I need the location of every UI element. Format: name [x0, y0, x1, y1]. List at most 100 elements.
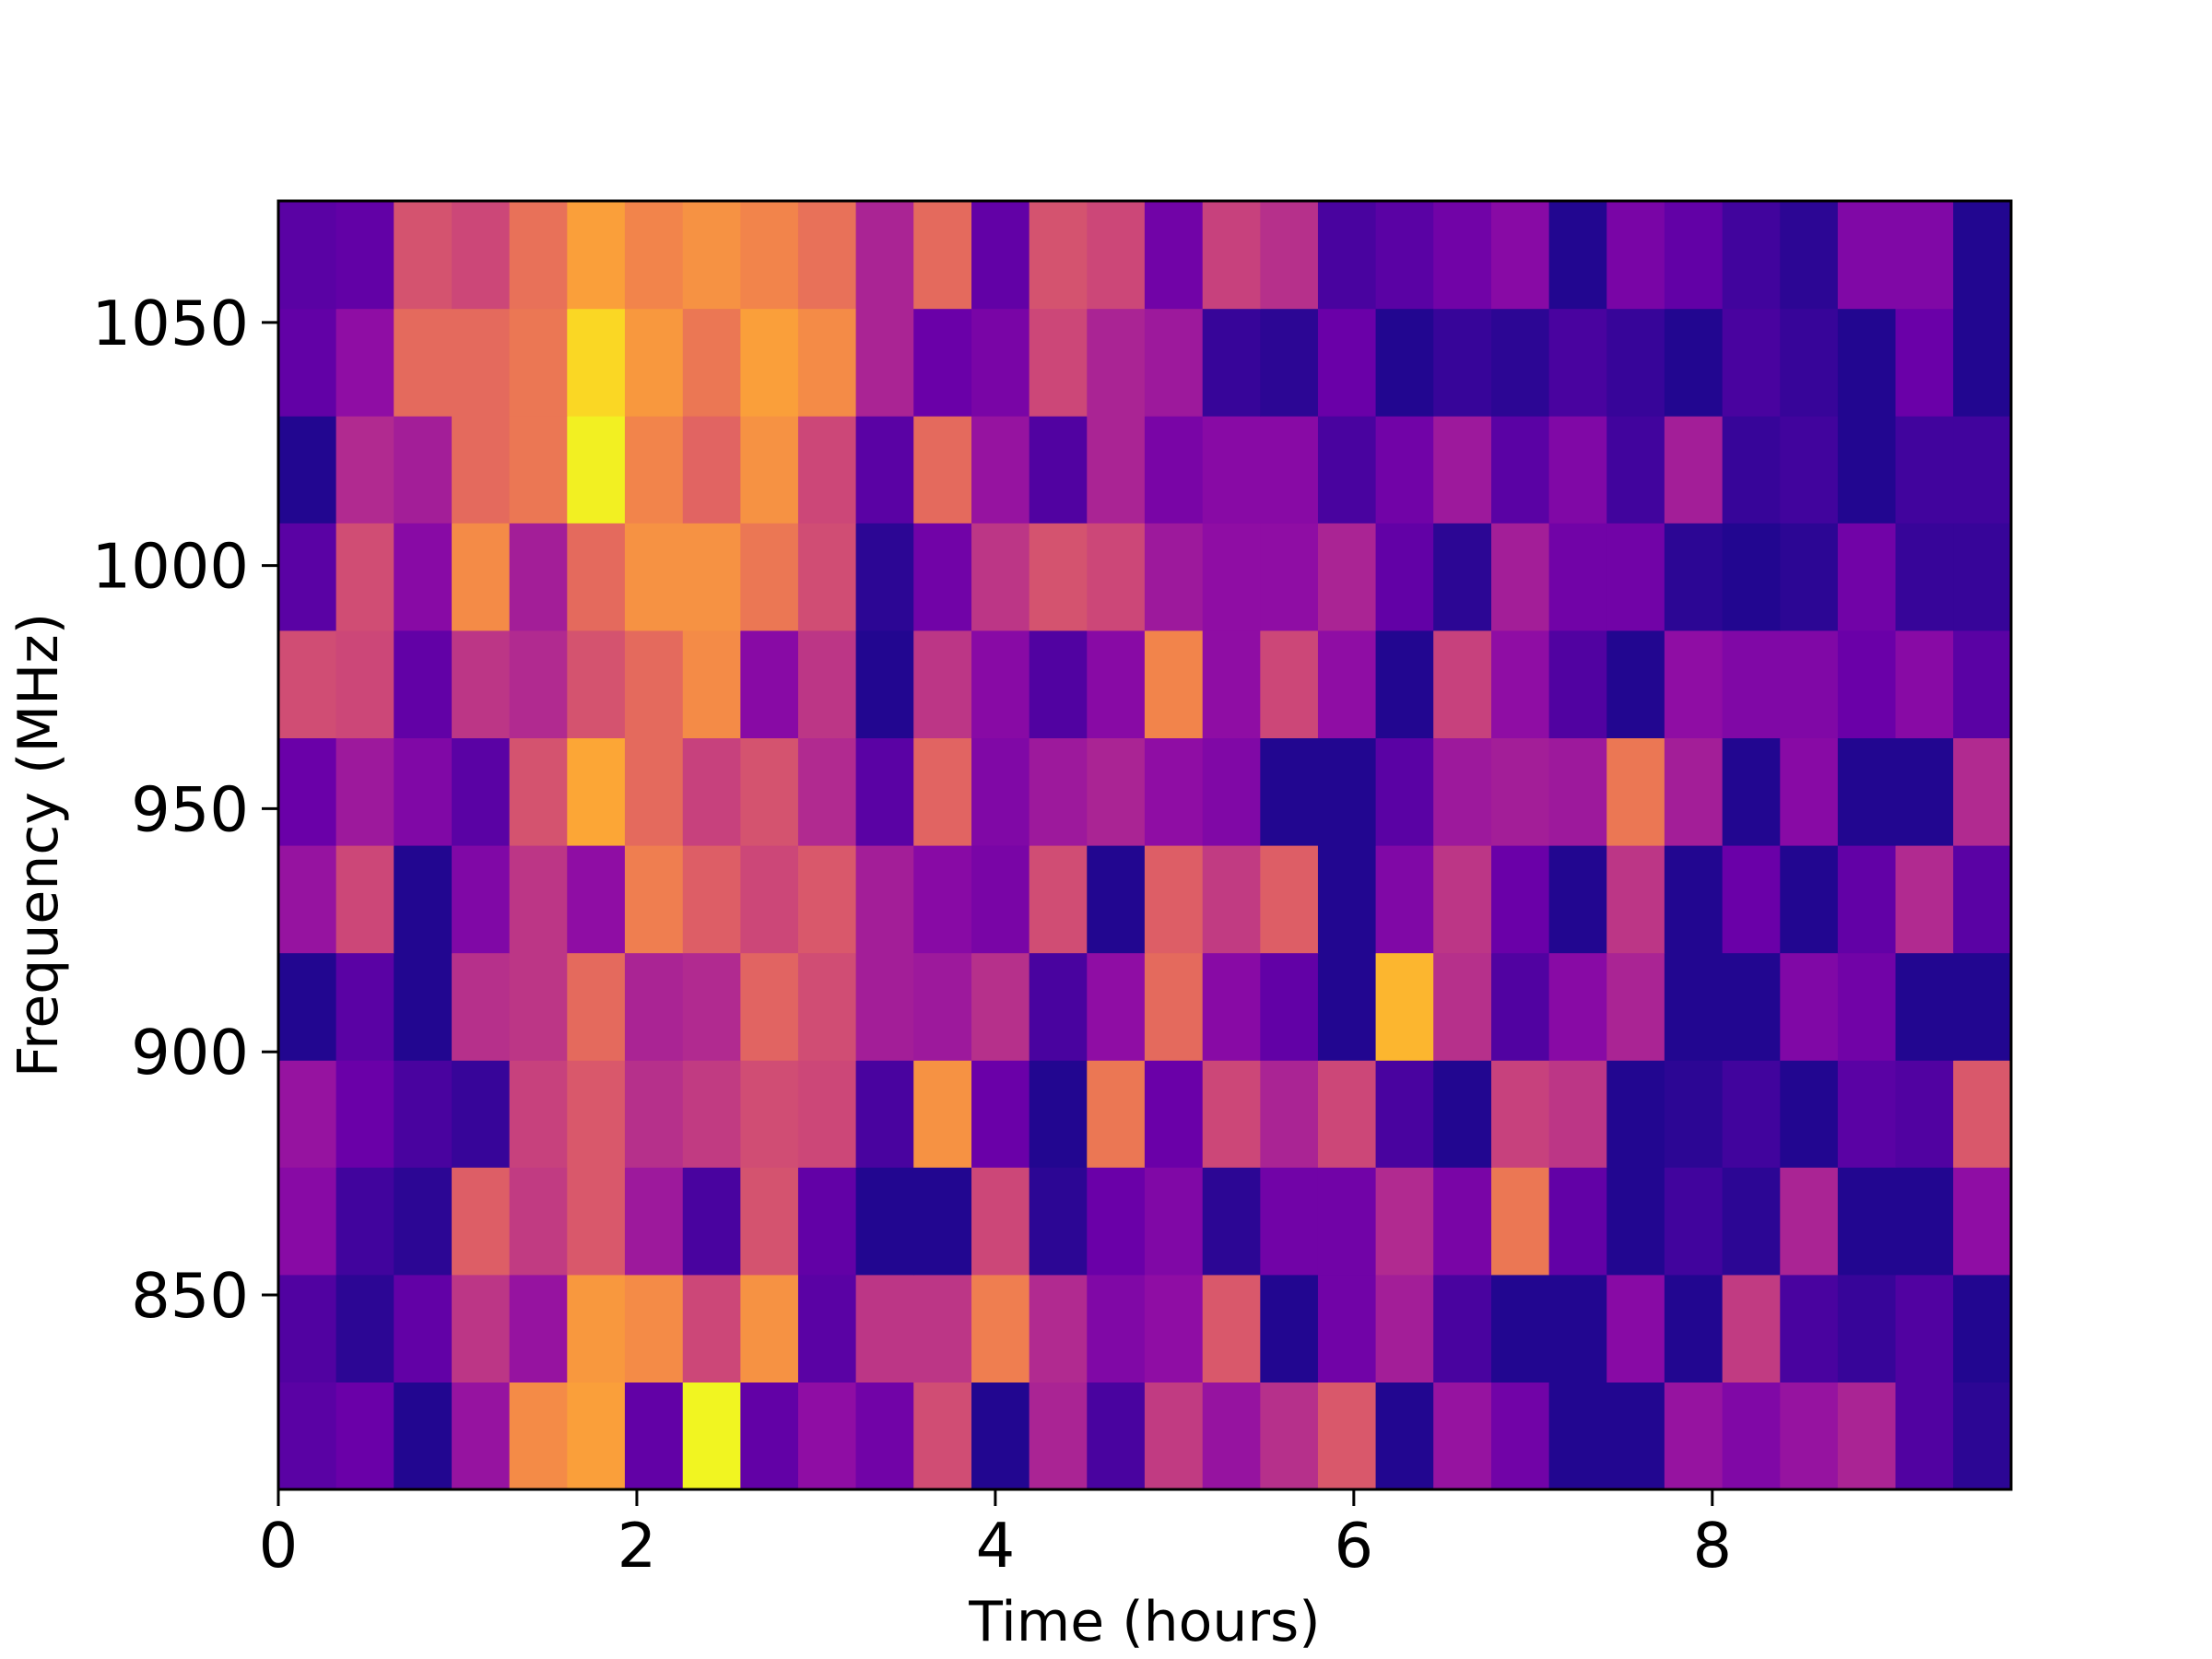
heatmap-cell: [1548, 308, 1607, 417]
heatmap-cell: [1260, 308, 1319, 417]
heatmap-cell: [278, 416, 337, 524]
heatmap-cell: [797, 1382, 857, 1490]
heatmap-cell: [1260, 952, 1319, 1061]
heatmap-cell: [1664, 1274, 1724, 1383]
heatmap-cell: [1780, 1274, 1839, 1383]
heatmap-cell: [1433, 952, 1492, 1061]
heatmap-cell: [1606, 308, 1665, 417]
y-axis-label: Frequency (MHz): [6, 613, 71, 1077]
heatmap-cell: [913, 952, 972, 1061]
heatmap-cell: [1029, 416, 1088, 524]
heatmap-cell: [1664, 308, 1724, 417]
heatmap-cell: [1144, 308, 1204, 417]
heatmap-cell: [452, 201, 511, 310]
heatmap-cell: [1953, 1167, 2012, 1276]
heatmap-cell: [740, 1060, 799, 1168]
heatmap-cell: [1087, 1167, 1146, 1276]
heatmap-cell: [335, 416, 394, 524]
heatmap-cell: [624, 308, 684, 417]
heatmap-cell: [1491, 308, 1550, 417]
heatmap-cell: [1433, 1274, 1492, 1383]
heatmap-cell: [1895, 416, 1954, 524]
heatmap-cell: [509, 1060, 568, 1168]
heatmap-cell: [335, 952, 394, 1061]
heatmap-cell: [452, 737, 511, 846]
heatmap-cell: [971, 523, 1030, 631]
heatmap-cell: [509, 416, 568, 524]
heatmap-cell: [1144, 201, 1204, 310]
heatmap-cell: [278, 737, 337, 846]
heatmap-cell: [797, 1167, 857, 1276]
heatmap-cell: [1722, 308, 1781, 417]
heatmap-cell: [1029, 845, 1088, 954]
heatmap-cell: [1317, 1167, 1377, 1276]
heatmap-cell: [855, 845, 914, 954]
heatmap-cell: [1953, 1060, 2012, 1168]
heatmap-cell: [567, 308, 626, 417]
heatmap-cell: [1087, 1060, 1146, 1168]
heatmap-cell: [1722, 201, 1781, 310]
heatmap-cell: [1895, 737, 1954, 846]
heatmap-cell: [1202, 523, 1261, 631]
heatmap-cell: [509, 845, 568, 954]
heatmap-cell: [394, 952, 453, 1061]
heatmap-cell: [740, 1274, 799, 1383]
heatmap-cell: [1491, 416, 1550, 524]
heatmap-cell: [1895, 1382, 1954, 1490]
heatmap-cell: [1144, 1060, 1204, 1168]
heatmap-cell: [1895, 1167, 1954, 1276]
heatmap-cell: [509, 1382, 568, 1490]
heatmap-cell: [1029, 1167, 1088, 1276]
heatmap-cell: [1548, 1274, 1607, 1383]
heatmap-cell: [1375, 845, 1434, 954]
heatmap-cell: [278, 845, 337, 954]
heatmap-cell: [913, 416, 972, 524]
heatmap-cell: [1433, 737, 1492, 846]
heatmap-cell: [1317, 952, 1377, 1061]
heatmap-cell: [1953, 416, 2012, 524]
heatmap-cell: [1895, 952, 1954, 1061]
heatmap-cells: [278, 201, 2012, 1490]
heatmap-cell: [1606, 1060, 1665, 1168]
heatmap-cell: [1087, 952, 1146, 1061]
heatmap-cell: [509, 1167, 568, 1276]
heatmap-cell: [278, 952, 337, 1061]
heatmap-cell: [1202, 737, 1261, 846]
heatmap-cell: [740, 416, 799, 524]
heatmap-cell: [1144, 845, 1204, 954]
heatmap-cell: [1433, 1382, 1492, 1490]
heatmap-cell: [1895, 845, 1954, 954]
heatmap-cell: [624, 201, 684, 310]
heatmap-cell: [1317, 201, 1377, 310]
heatmap-cell: [1722, 737, 1781, 846]
heatmap-cell: [394, 1274, 453, 1383]
heatmap-cell: [624, 737, 684, 846]
heatmap-cell: [1317, 416, 1377, 524]
heatmap-cell: [1780, 416, 1839, 524]
heatmap-cell: [1548, 201, 1607, 310]
heatmap-cell: [913, 1060, 972, 1168]
heatmap-cell: [1087, 416, 1146, 524]
heatmap-cell: [971, 1060, 1030, 1168]
heatmap-cell: [567, 1382, 626, 1490]
x-tick-label: 0: [259, 1510, 299, 1582]
heatmap-cell: [1433, 1167, 1492, 1276]
heatmap-cell: [1837, 523, 1897, 631]
heatmap-cell: [1433, 523, 1492, 631]
heatmap-cell: [278, 1060, 337, 1168]
heatmap-cell: [797, 308, 857, 417]
heatmap-cell: [913, 201, 972, 310]
heatmap-cell: [335, 629, 394, 739]
heatmap-cell: [682, 952, 741, 1061]
heatmap-cell: [740, 308, 799, 417]
heatmap-cell: [1722, 416, 1781, 524]
heatmap-cell: [1722, 1274, 1781, 1383]
heatmap-cell: [1087, 201, 1146, 310]
heatmap-cell: [567, 201, 626, 310]
heatmap-cell: [1029, 308, 1088, 417]
heatmap-cell: [1780, 629, 1839, 739]
heatmap-cell: [1202, 308, 1261, 417]
heatmap-cell: [1664, 523, 1724, 631]
heatmap-cell: [1202, 1274, 1261, 1383]
heatmap-cell: [913, 1382, 972, 1490]
